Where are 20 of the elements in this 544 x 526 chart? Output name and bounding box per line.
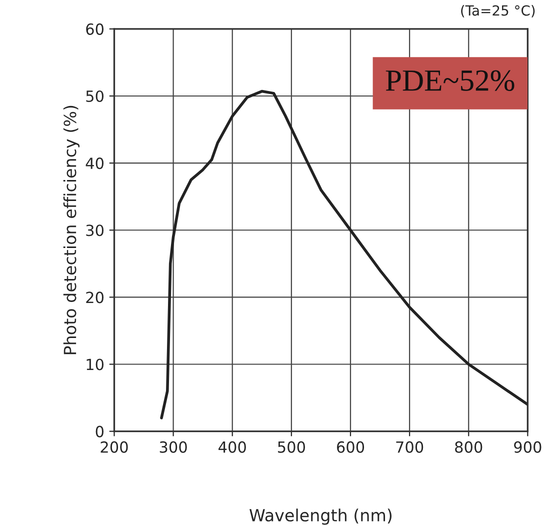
x-tick-label: 800 xyxy=(455,441,482,453)
x-tick-label: 500 xyxy=(278,441,305,453)
x-tick-label: 400 xyxy=(218,441,246,453)
x-tick-label: 700 xyxy=(396,441,424,453)
x-tick-label: 900 xyxy=(514,441,542,453)
y-tick-label: 60 xyxy=(86,23,104,35)
line-series xyxy=(160,90,528,420)
text: (Ta=25 °C) xyxy=(461,4,535,18)
y-tick-label: 50 xyxy=(86,90,104,102)
annotation: PDE~52% xyxy=(386,70,514,91)
x-tick-label: 200 xyxy=(100,441,128,453)
y-tick-label: 20 xyxy=(86,292,104,304)
y-tick-label: 10 xyxy=(86,358,104,370)
x-axis-title: Wavelength (nm) xyxy=(250,508,392,525)
x-tick-label: 300 xyxy=(160,441,187,453)
y-axis-title: Photo detection efficiency (%) xyxy=(63,106,80,354)
y-tick-label: 40 xyxy=(86,158,104,170)
y-tick-label: 0 xyxy=(96,426,104,438)
y-tick-label: 30 xyxy=(86,224,104,236)
x-tick-label: 600 xyxy=(336,441,364,453)
